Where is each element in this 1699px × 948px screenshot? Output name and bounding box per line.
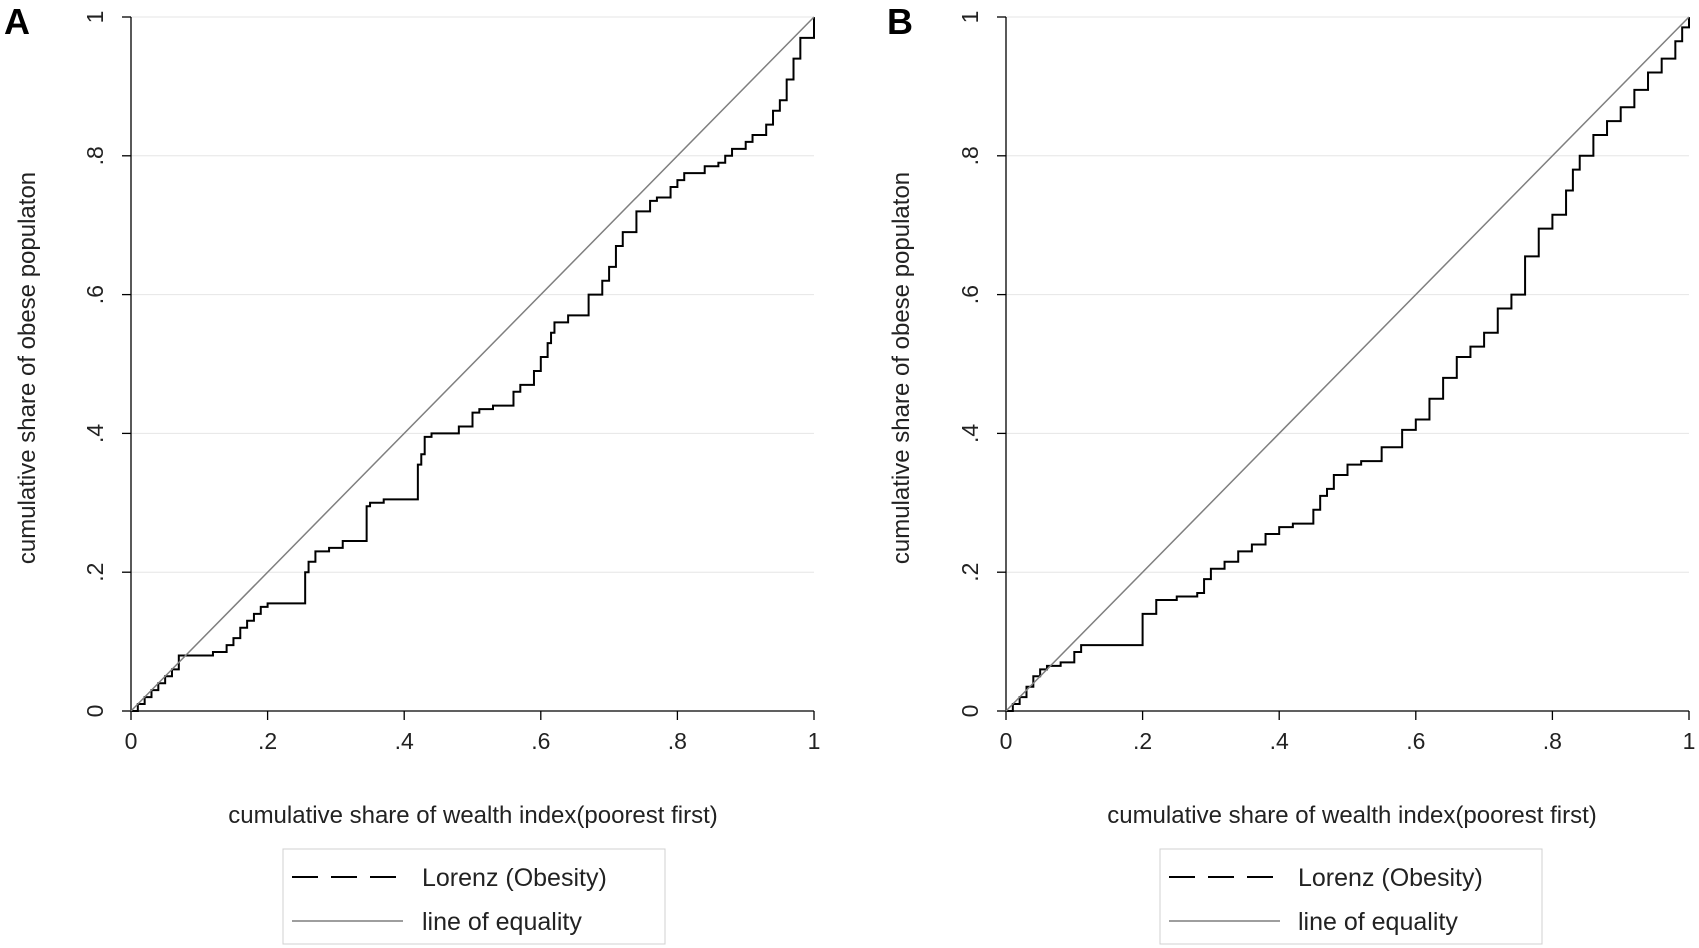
panel-a-x-axis-title: cumulative share of wealth index(poorest… <box>228 802 718 829</box>
panel-b-legend-lorenz-label: Lorenz (Obesity) <box>1298 864 1483 892</box>
panel-a-legend-lorenz-label: Lorenz (Obesity) <box>422 864 607 892</box>
panel-b-plot-area: 0 .2 .4 .6 .8 1 0 .2 .4 .6 .8 1 <box>957 11 1695 754</box>
panel-b-x-tick-label: .2 <box>1133 728 1152 754</box>
panel-b-x-tick-label: .6 <box>1406 728 1425 754</box>
panel-a: A 0 .2 .4 .6 .8 1 0 .2 .4 .6 .8 1 cumulative share … <box>4 1 820 945</box>
panel-b-y-tick-label: .4 <box>957 424 983 443</box>
panel-b-legend: Lorenz (Obesity) line of equality <box>1159 848 1543 945</box>
panel-b-y-tick-label: .8 <box>957 146 983 165</box>
panel-b-y-axis-title: cumulative share of obese populaton <box>888 172 915 564</box>
panel-a-letter: A <box>4 1 30 42</box>
panel-a-y-tick-label: .6 <box>82 285 108 304</box>
panel-a-plot-area: 0 .2 .4 .6 .8 1 0 .2 .4 .6 .8 1 <box>82 11 820 754</box>
panel-b-y-tick-label: .6 <box>957 285 983 304</box>
panel-a-equality-line <box>130 16 815 712</box>
panel-a-lorenz-curve <box>131 17 815 712</box>
panel-b-x-axis-title: cumulative share of wealth index(poorest… <box>1107 802 1597 829</box>
panel-b-lorenz-curve <box>1006 17 1690 712</box>
panel-b-x-tick-label: .4 <box>1270 728 1289 754</box>
panel-a-y-tick-label: 0 <box>82 705 108 718</box>
panel-b-equality-line <box>1005 16 1690 712</box>
panel-a-x-tick-label: .8 <box>668 728 687 754</box>
panel-b-y-tick-label: .2 <box>957 563 983 582</box>
panel-a-y-axis-title: cumulative share of obese populaton <box>14 172 41 564</box>
panel-b-letter: B <box>887 1 913 42</box>
panel-a-legend: Lorenz (Obesity) line of equality <box>282 848 666 945</box>
panel-b-x-tick-label: 0 <box>1000 728 1013 754</box>
panel-a-y-tick-label: .8 <box>82 146 108 165</box>
panel-a-x-tick-label: 0 <box>125 728 138 754</box>
panel-b-legend-equality-label: line of equality <box>1298 908 1458 936</box>
panel-a-x-tick-label: 1 <box>808 728 821 754</box>
panel-b-x-tick-label: 1 <box>1683 728 1696 754</box>
panel-a-x-tick-label: .6 <box>531 728 550 754</box>
panel-a-x-tick-label: .2 <box>258 728 277 754</box>
panel-a-y-tick-label: 1 <box>82 11 108 24</box>
panel-a-y-tick-label: .2 <box>82 563 108 582</box>
panel-a-x-tick-label: .4 <box>395 728 414 754</box>
panel-a-legend-box <box>282 848 666 945</box>
panel-b-y-tick-label: 1 <box>957 11 983 24</box>
panel-a-legend-equality-label: line of equality <box>422 908 582 936</box>
panel-b-y-tick-label: 0 <box>957 705 983 718</box>
panel-b-x-tick-label: .8 <box>1543 728 1562 754</box>
panel-a-y-tick-label: .4 <box>82 424 108 443</box>
panel-b: B 0 .2 .4 .6 .8 1 0 .2 .4 .6 .8 1 cumulative share … <box>887 1 1695 945</box>
panel-b-legend-box <box>1159 848 1543 945</box>
